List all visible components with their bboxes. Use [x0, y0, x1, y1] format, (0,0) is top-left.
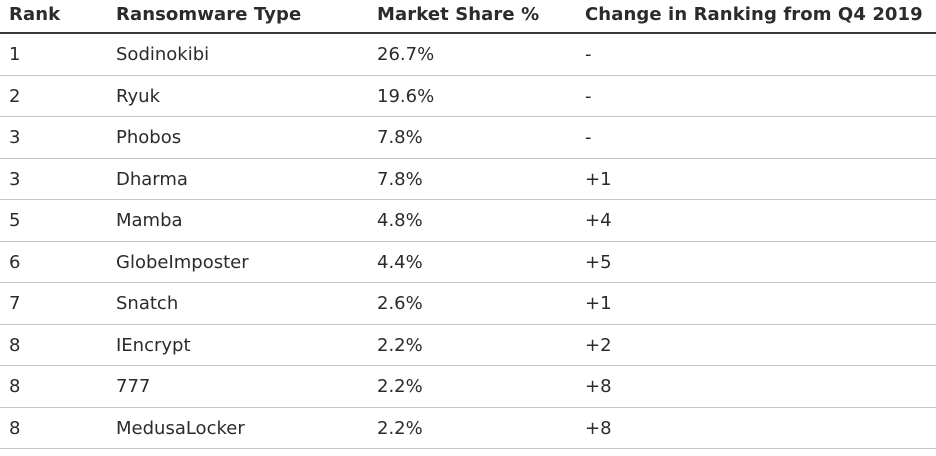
cell-share: 2.2% [377, 334, 423, 356]
cell-type: Phobos [116, 127, 182, 148]
table-row: 3 Dharma 7.8% +1 [0, 159, 936, 200]
cell-change: +1 [585, 293, 612, 314]
cell-share: 2.2% [377, 417, 423, 439]
cell-change: - [585, 44, 592, 65]
cell-rank: 6 [9, 251, 21, 273]
cell-share: 4.8% [377, 210, 423, 231]
cell-rank: 1 [9, 44, 21, 65]
cell-change: +8 [585, 417, 612, 439]
cell-share: 2.6% [377, 293, 423, 314]
cell-share: 19.6% [377, 85, 435, 107]
cell-type: Snatch [116, 293, 179, 314]
table-row: 1 Sodinokibi 26.7% - [0, 34, 936, 76]
cell-change: +1 [585, 168, 612, 190]
table-row: 8 IEncrypt 2.2% +2 [0, 325, 936, 366]
cell-type: GlobeImposter [116, 251, 249, 273]
cell-rank: 5 [9, 210, 21, 231]
cell-share: 4.4% [377, 251, 423, 273]
cell-rank: 3 [9, 168, 21, 190]
cell-share: 26.7% [377, 44, 435, 65]
cell-share: 7.8% [377, 127, 423, 148]
cell-type: Sodinokibi [116, 44, 210, 65]
cell-type: IEncrypt [116, 334, 191, 356]
cell-type: Ryuk [116, 85, 161, 107]
cell-change: +2 [585, 334, 612, 356]
cell-change: +8 [585, 376, 612, 397]
cell-rank: 8 [9, 334, 21, 356]
cell-rank: 8 [9, 376, 21, 397]
table-row: 2 Ryuk 19.6% - [0, 76, 936, 117]
cell-rank: 7 [9, 293, 21, 314]
table-row: 7 Snatch 2.6% +1 [0, 283, 936, 325]
cell-share: 7.8% [377, 168, 423, 190]
header-market-share: Market Share % [377, 4, 540, 25]
table-row: 3 Phobos 7.8% - [0, 117, 936, 159]
table-row: 6 GlobeImposter 4.4% +5 [0, 242, 936, 283]
table-row: 8 MedusaLocker 2.2% +8 [0, 408, 936, 449]
header-change-in-ranking: Change in Ranking from Q4 2019 [585, 4, 923, 25]
cell-change: +5 [585, 251, 612, 273]
cell-type: MedusaLocker [116, 417, 245, 439]
cell-change: +4 [585, 210, 612, 231]
cell-rank: 2 [9, 85, 21, 107]
cell-rank: 3 [9, 127, 21, 148]
cell-rank: 8 [9, 417, 21, 439]
cell-type: Dharma [116, 168, 188, 190]
table-header: Rank Ransomware Type Market Share % Chan… [0, 0, 936, 34]
header-rank: Rank [9, 4, 61, 25]
cell-change: - [585, 85, 592, 107]
cell-type: Mamba [116, 210, 183, 231]
table-row: 5 Mamba 4.8% +4 [0, 200, 936, 242]
cell-type: 777 [116, 376, 151, 397]
table-row: 8 777 2.2% +8 [0, 366, 936, 408]
cell-share: 2.2% [377, 376, 423, 397]
header-ransomware-type: Ransomware Type [116, 4, 302, 25]
cell-change: - [585, 127, 592, 148]
